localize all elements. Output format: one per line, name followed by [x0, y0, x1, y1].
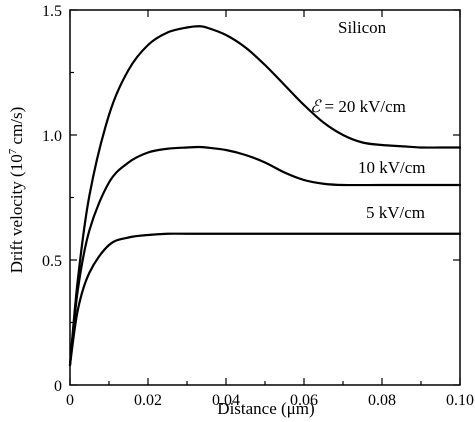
y-axis-label: Drift velocity (107 cm/s) [7, 107, 26, 274]
ticks: 0 0.02 0.04 0.06 0.08 0.10 0 0.5 1.0 1.5 [42, 3, 474, 409]
x-tick-label: 0.06 [290, 392, 318, 409]
series-label-20: ℰ = 20 kV/cm [310, 97, 406, 116]
y-tick-label: 1.0 [42, 128, 62, 145]
x-tick-label: 0.04 [212, 392, 240, 409]
series-line-10-kv-cm [68, 145, 462, 367]
y-axis-label-main: Drift velocity (10 [7, 154, 26, 273]
series-line-20-kv-cm [68, 25, 462, 367]
x-tick-label: 0 [66, 392, 74, 409]
y-axis-label-unit: cm/s) [7, 107, 26, 149]
material-label: Silicon [338, 18, 387, 37]
x-axis-label: Distance (μm) [217, 399, 314, 418]
series-group [68, 25, 462, 367]
y-axis-label-exponent: 7 [7, 148, 19, 154]
y-tick-label: 0.5 [42, 253, 62, 270]
y-tick-label: 1.5 [42, 3, 62, 20]
x-tick-label: 0.08 [368, 392, 396, 409]
y-tick-label: 0 [54, 378, 62, 395]
field-symbol: ℰ [310, 97, 322, 116]
x-tick-label: 0.10 [446, 392, 474, 409]
series-label-5: 5 kV/cm [366, 203, 425, 222]
x-tick-label: 0.02 [134, 392, 162, 409]
field-equation: = 20 kV/cm [320, 97, 406, 116]
series-line-5-kv-cm [68, 232, 462, 367]
series-label-10: 10 kV/cm [358, 158, 426, 177]
